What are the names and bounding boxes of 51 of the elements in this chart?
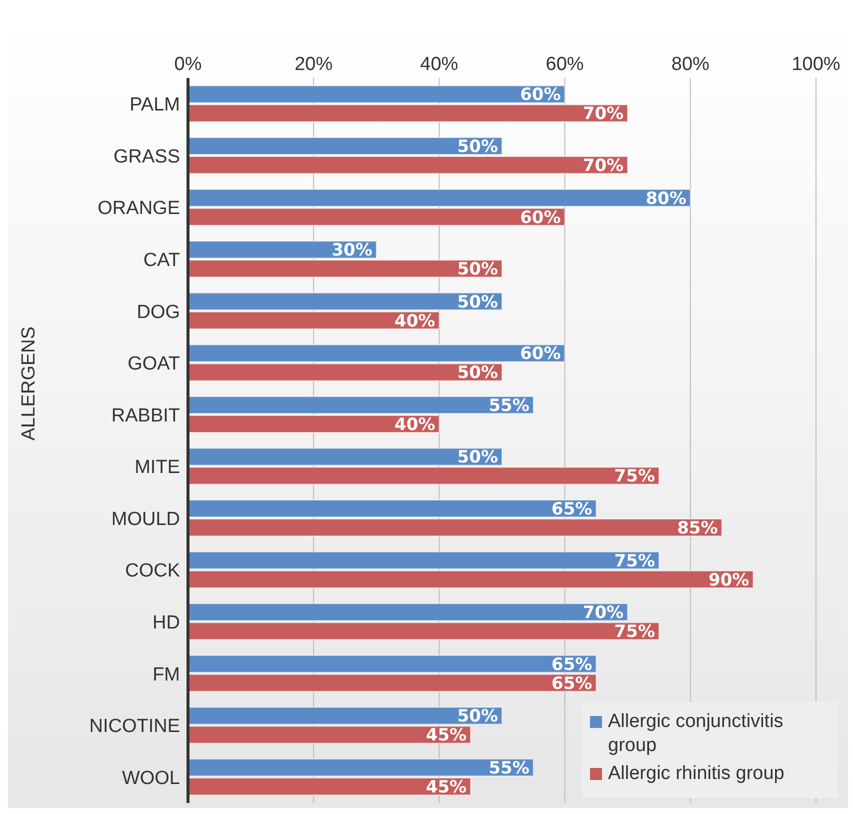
data-label: 65%: [551, 654, 592, 675]
data-label: 40%: [394, 311, 436, 332]
data-label: 50%: [457, 292, 498, 312]
data-label: 50%: [457, 137, 498, 158]
data-label: 50%: [457, 363, 498, 384]
data-label: 40%: [394, 414, 436, 435]
x-tick-label: 20%: [294, 54, 333, 75]
data-label: 45%: [426, 726, 467, 746]
data-label: 55%: [488, 396, 530, 416]
y-tick-label: PALM: [130, 94, 180, 116]
data-label: 50%: [457, 260, 498, 280]
data-label: 65%: [551, 500, 592, 520]
y-tick-label: COCK: [125, 560, 180, 582]
x-tick-label: 80%: [671, 54, 710, 75]
y-tick-label: ORANGE: [98, 198, 180, 220]
data-label: 75%: [614, 622, 655, 642]
x-tick-label: 0%: [174, 54, 202, 75]
y-tick-label: RABBIT: [111, 405, 180, 426]
data-label: 80%: [646, 188, 686, 209]
y-tick-label: WOOL: [122, 768, 180, 789]
legend-label: Allergic conjunctivitis group: [608, 710, 784, 758]
y-tick-label: NICOTINE: [89, 716, 180, 738]
x-tick-label: 40%: [420, 54, 458, 75]
y-axis-title: ALLERGENS: [18, 326, 40, 440]
data-label: 90%: [708, 570, 750, 590]
data-label: 65%: [551, 674, 592, 694]
data-label: 30%: [332, 240, 372, 261]
data-label: 60%: [520, 208, 561, 228]
y-tick-label: FM: [152, 664, 180, 686]
y-tick-label: GRASS: [113, 146, 180, 168]
y-tick-label: GOAT: [128, 354, 180, 375]
data-label: 70%: [582, 603, 624, 624]
y-tick-label: HD: [152, 612, 180, 634]
data-label: 50%: [457, 448, 498, 468]
data-label: 70%: [582, 156, 624, 176]
data-label: 70%: [582, 104, 624, 124]
data-label: 85%: [677, 518, 718, 539]
data-label: 60%: [520, 344, 561, 364]
data-label: 45%: [426, 777, 467, 798]
x-tick-label: 100%: [792, 54, 840, 75]
data-label: 60%: [520, 85, 561, 106]
y-tick-label: DOG: [136, 302, 180, 323]
data-label: 75%: [614, 551, 655, 572]
data-label: 55%: [488, 758, 530, 778]
x-tick-label: 60%: [546, 54, 584, 75]
y-tick-label: MITE: [134, 457, 180, 478]
y-tick-label: CAT: [143, 250, 180, 271]
data-label: 50%: [457, 706, 498, 727]
text: Allergic rhinitis group: [608, 762, 784, 786]
data-label: 75%: [614, 466, 655, 487]
y-tick-label: MOULD: [111, 508, 180, 530]
